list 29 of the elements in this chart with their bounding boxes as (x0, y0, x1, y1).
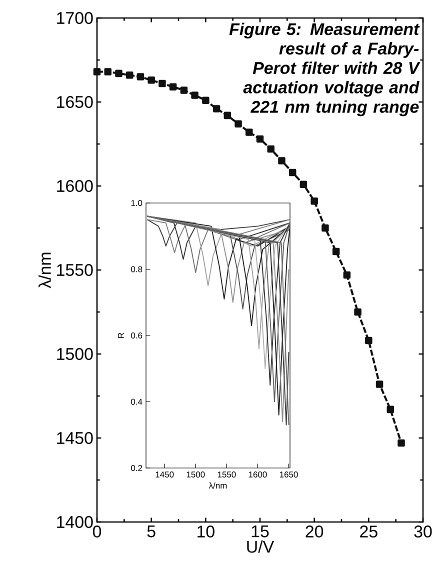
y-tick-label: 0.8 (131, 266, 142, 272)
y-axis-title: R (118, 332, 124, 338)
x-tick-label: 20 (306, 526, 324, 538)
x-tick-label: 25 (360, 526, 378, 538)
text: Figure 5: Measurement result of a Fabry-Perot filter with 28 V actuation voltage and 221 nm tuning range (229, 22, 420, 116)
x-tick-label: 1650 (280, 472, 298, 478)
y-tick-label: 1500 (57, 348, 93, 360)
y-tick-label: 1650 (57, 96, 93, 108)
x-axis-title: λ/nm (208, 482, 227, 489)
y-tick-label: 1450 (57, 432, 93, 444)
x-tick-label: 10 (198, 526, 214, 538)
x-tick-label: 0 (92, 526, 102, 538)
x-tick-label: 1450 (156, 472, 174, 478)
y-tick-label: 0.6 (131, 332, 142, 338)
y-tick-label: 1400 (57, 516, 93, 528)
y-tick-label: 0.2 (131, 465, 142, 471)
y-tick-label: 1600 (57, 180, 93, 192)
x-tick-label: 1500 (186, 472, 205, 478)
x-tick-label: 15 (252, 526, 269, 538)
x-tick-label: 30 (414, 526, 432, 538)
x-tick-label: 1550 (218, 472, 236, 478)
x-axis-title: U/V (247, 540, 274, 553)
x-tick-label: 1600 (248, 472, 267, 478)
y-tick-label: 0.4 (131, 398, 142, 405)
x-tick-label: 5 (147, 526, 156, 538)
y-tick-label: 1.0 (131, 200, 142, 206)
y-tick-label: 1700 (57, 12, 93, 24)
y-tick-label: 1550 (57, 264, 93, 276)
y-axis-title: λ/nm (38, 252, 51, 288)
